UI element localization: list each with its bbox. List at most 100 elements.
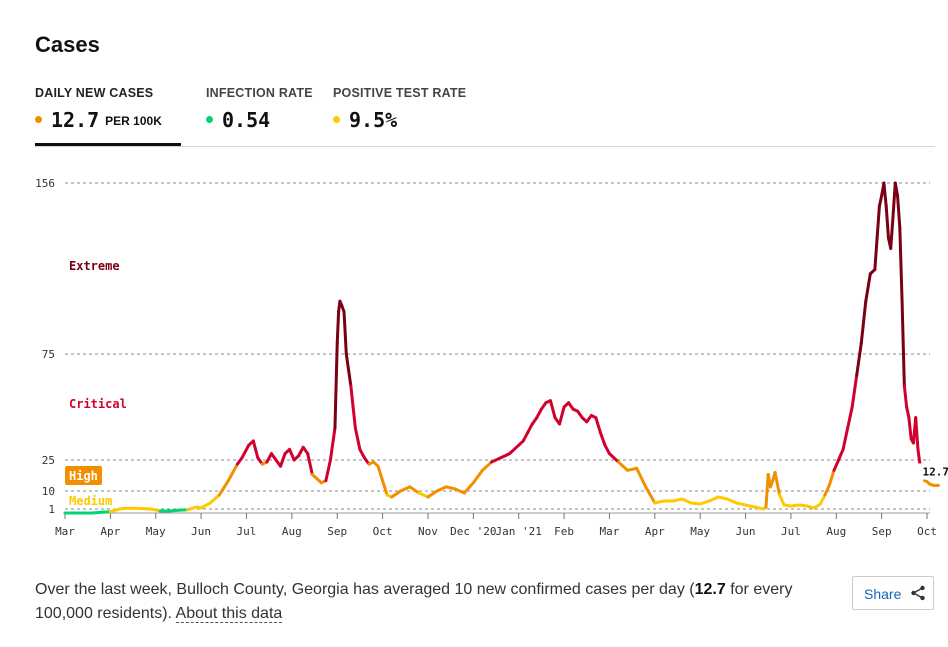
- data-line-segment: [896, 194, 902, 229]
- data-line-segment: [734, 501, 748, 507]
- zone-label-high: High: [69, 469, 98, 483]
- data-line-segment: [199, 501, 212, 510]
- metric-tabs: DAILY NEW CASES 12.7 PER 100K INFECTION R…: [35, 84, 935, 147]
- data-line-segment: [877, 194, 884, 208]
- x-tick-label: Sep: [327, 525, 347, 538]
- tab-label: POSITIVE TEST RATE: [333, 86, 467, 100]
- data-line-segment: [689, 501, 702, 506]
- data-line-segment: [399, 485, 412, 493]
- data-line-segment: [753, 505, 766, 511]
- data-line-segment: [907, 416, 913, 441]
- x-tick-label: May: [690, 525, 710, 538]
- last-value-bg: [918, 463, 948, 480]
- data-line-segment: [837, 447, 845, 462]
- data-line-segment: [376, 464, 385, 483]
- data-line-segment: [893, 181, 900, 198]
- zone-label-extreme: Extreme: [69, 259, 120, 273]
- x-tick-label: Oct: [373, 525, 393, 538]
- data-line-segment: [680, 497, 693, 505]
- data-line-segment: [349, 384, 357, 430]
- share-label: Share: [864, 586, 902, 602]
- share-icon: [911, 585, 925, 601]
- data-line-segment: [444, 485, 457, 491]
- data-line-segment: [818, 493, 827, 506]
- data-line-segment: [832, 458, 841, 472]
- data-line-segment: [353, 426, 362, 451]
- x-tick-label: Jul: [237, 525, 257, 538]
- data-line-segment: [489, 456, 503, 464]
- data-line-segment: [240, 443, 251, 460]
- share-button[interactable]: Share: [852, 576, 934, 610]
- data-line-segment: [526, 422, 534, 434]
- data-line-segment: [914, 416, 920, 451]
- data-line-segment: [390, 489, 403, 499]
- data-line-segment: [898, 225, 904, 303]
- tab-positive-test-rate[interactable]: POSITIVE TEST RATE 9.5%: [333, 84, 468, 146]
- data-line-segment: [279, 452, 287, 468]
- data-line-segment: [108, 507, 121, 514]
- data-line-segment: [149, 507, 162, 513]
- data-line-segment: [471, 468, 484, 485]
- dot-icon: [333, 116, 340, 124]
- data-line-segment: [773, 470, 782, 497]
- data-line-segment: [306, 452, 314, 476]
- dot-icon: [206, 116, 213, 124]
- data-line-segment: [900, 299, 906, 388]
- data-line-segment: [426, 489, 439, 499]
- x-tick-label: May: [146, 525, 166, 538]
- data-line-segment: [328, 426, 337, 462]
- data-line-segment: [508, 443, 521, 456]
- data-line-segment: [499, 452, 512, 460]
- summary-text: Over the last week, Bulloch County, Geor…: [35, 581, 793, 623]
- x-tick-label: Mar: [600, 525, 620, 538]
- data-line-segment: [873, 236, 879, 272]
- data-line-segment: [744, 503, 757, 509]
- data-line-segment: [598, 430, 607, 447]
- data-line-segment: [594, 416, 602, 434]
- x-tick-label: Feb: [554, 525, 574, 538]
- data-line-segment: [333, 341, 339, 430]
- data-line-segment: [324, 458, 332, 483]
- x-tick-label: Jun: [191, 525, 211, 538]
- data-line-segment: [480, 460, 493, 472]
- data-line-segment: [626, 466, 639, 472]
- data-line-segment: [251, 439, 260, 460]
- x-tick-label: Nov: [418, 525, 438, 538]
- data-line-segment: [725, 497, 738, 505]
- data-line-segment: [841, 426, 850, 451]
- tab-daily-new-cases[interactable]: DAILY NEW CASES 12.7 PER 100K: [35, 84, 181, 146]
- data-line-segment: [335, 310, 341, 345]
- about-data-link[interactable]: About this data: [175, 605, 283, 623]
- data-line-segment: [226, 462, 239, 483]
- data-line-segment: [381, 479, 389, 497]
- data-line-segment: [905, 405, 911, 420]
- data-line-segment: [344, 352, 353, 388]
- y-tick-label: 75: [42, 348, 55, 361]
- data-line-segment: [90, 510, 103, 515]
- data-line-segment: [617, 460, 630, 472]
- data-line-segment: [521, 430, 530, 443]
- y-tick-label: 1: [48, 503, 55, 516]
- data-line-segment: [208, 493, 221, 505]
- tab-label: INFECTION RATE: [206, 86, 313, 100]
- data-line-segment: [408, 485, 421, 495]
- last-value-label: 12.7: [922, 465, 948, 478]
- data-line-segment: [778, 493, 786, 507]
- data-line-segment: [882, 181, 888, 208]
- dot-icon: [35, 116, 42, 124]
- zone-badge-high: [65, 466, 102, 485]
- daily-new-cases-value: 12.7: [51, 108, 100, 132]
- y-tick-label: 10: [42, 485, 55, 498]
- data-line-segment: [653, 499, 666, 505]
- data-line-segment: [671, 497, 684, 503]
- data-line-segment: [288, 447, 296, 462]
- data-line-segment: [358, 447, 366, 460]
- data-line-segment: [535, 407, 543, 420]
- data-line-segment: [789, 503, 802, 508]
- tab-infection-rate[interactable]: INFECTION RATE 0.54: [206, 84, 316, 146]
- data-line-segment: [635, 466, 648, 489]
- infection-rate-value: 0.54: [222, 108, 271, 132]
- tab-label: DAILY NEW CASES: [35, 86, 154, 100]
- data-line-segment: [167, 508, 180, 513]
- cases-line-chart: 1 10 25 75 156 Extreme Critical High Medium Mar Ap…: [35, 177, 948, 538]
